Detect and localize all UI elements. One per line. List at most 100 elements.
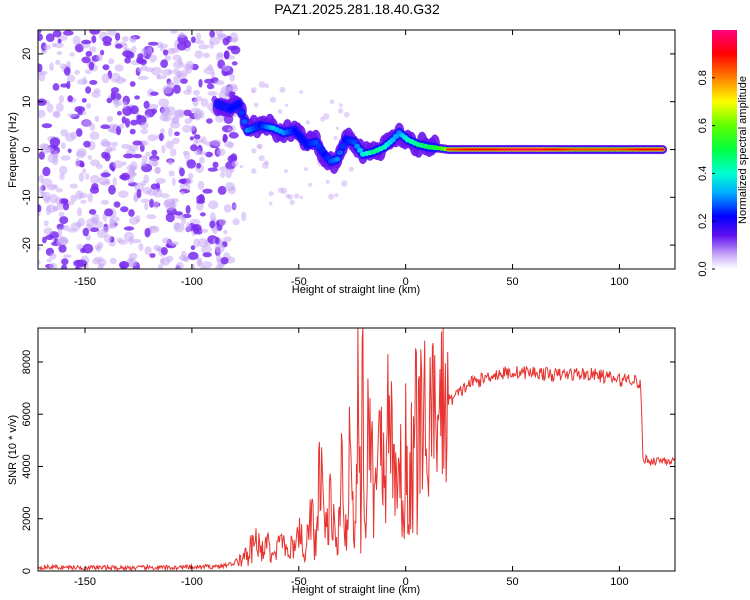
noise-cell [149,198,155,208]
noise-cell [69,183,78,189]
x-tick-label: -100 [181,576,203,588]
noise-cell [108,184,116,195]
noise-cell [215,236,220,245]
noise-cell [88,209,97,215]
noise-cell [60,236,68,243]
noise-cell [183,89,192,95]
noise-cell [89,46,97,53]
noise-cell [270,96,277,103]
noise-cell [170,148,177,157]
noise-cell [198,194,205,201]
noise-cell [264,160,269,165]
colorbar-tick-label: 0.2 [697,214,709,229]
noise-cell [204,78,214,84]
noise-cell [77,108,83,116]
noise-cell [232,204,238,209]
noise-cell [109,257,117,265]
ridge-core [340,143,346,149]
noise-cell [284,169,288,174]
noise-cell [193,89,200,96]
noise-cell [183,257,189,263]
noise-cell [45,234,54,241]
noise-cell [91,35,97,44]
noise-cell [119,261,129,269]
colorbar-tick-label: 0.4 [697,166,709,181]
noise-cell [53,205,65,211]
snr-y-label: SNR (10 * v/v) [7,415,19,485]
y-tick-label: 6000 [21,402,33,426]
figure-title: PAZ1.2025.281.18.40.G32 [274,1,440,17]
noise-cell [76,148,87,157]
noise-cell [61,264,68,269]
noise-cell [217,185,227,195]
noise-cell [94,115,100,123]
noise-cell [212,161,219,168]
noise-cell [189,136,194,141]
noise-cell [198,44,210,50]
noise-cell [38,33,43,41]
noise-cell [95,245,102,252]
x-tick-label: 50 [506,576,518,588]
noise-cell [75,128,83,137]
noise-cell [232,218,240,226]
noise-cell [63,254,72,259]
noise-cell [229,91,236,96]
noise-cell [45,147,54,153]
noise-cell [167,69,173,75]
noise-cell [162,85,173,94]
noise-cell [250,87,257,93]
noise-cell [113,201,121,208]
noise-cell [190,36,196,43]
noise-cell [106,144,112,154]
noise-cell [57,227,63,236]
noise-cell [56,239,62,246]
noise-cell [67,74,76,83]
noise-cell [81,56,91,64]
noise-cell [138,243,144,252]
snr-frame [37,327,676,572]
noise-cell [132,153,142,159]
noise-cell [181,216,187,226]
spectrogram-x-axis: -150 -100 -50 0 50 100 [74,30,629,288]
noise-cell [111,141,118,147]
noise-cell [106,97,113,104]
ridge-core [291,127,298,133]
noise-cell [328,193,335,200]
noise-cell [231,160,239,168]
noise-cell [38,174,45,183]
noise-cell [165,202,176,211]
noise-cell [87,192,94,203]
ridge-core [235,101,242,107]
noise-cell [209,30,216,38]
snr-background [38,328,675,571]
noise-cell [101,151,108,159]
ridge-core [315,143,322,149]
noise-cell [143,174,150,184]
noise-cell [217,52,224,58]
noise-cell [89,80,98,85]
ridge-core [312,139,319,145]
noise-cell [144,246,152,256]
ridge-core [324,155,331,161]
noise-cell [147,134,158,142]
noise-cell [47,184,57,191]
colorbar-label: Normalized spectral amplitude [737,76,749,224]
noise-cell [181,250,187,259]
ridge-core [301,138,308,144]
noise-cell [41,123,53,129]
noise-cell [67,113,77,118]
noise-cell [207,91,218,96]
noise-cell [223,229,228,235]
noise-cell [59,165,68,175]
noise-cell [58,95,65,104]
noise-cell [224,87,232,92]
ridge-peak [659,148,665,151]
noise-cell [122,36,129,42]
noise-cell [160,247,168,256]
noise-cell [42,166,51,177]
noise-cell [115,76,125,84]
noise-cell [97,258,107,267]
noise-cell [143,100,150,109]
noise-cell [74,69,80,75]
